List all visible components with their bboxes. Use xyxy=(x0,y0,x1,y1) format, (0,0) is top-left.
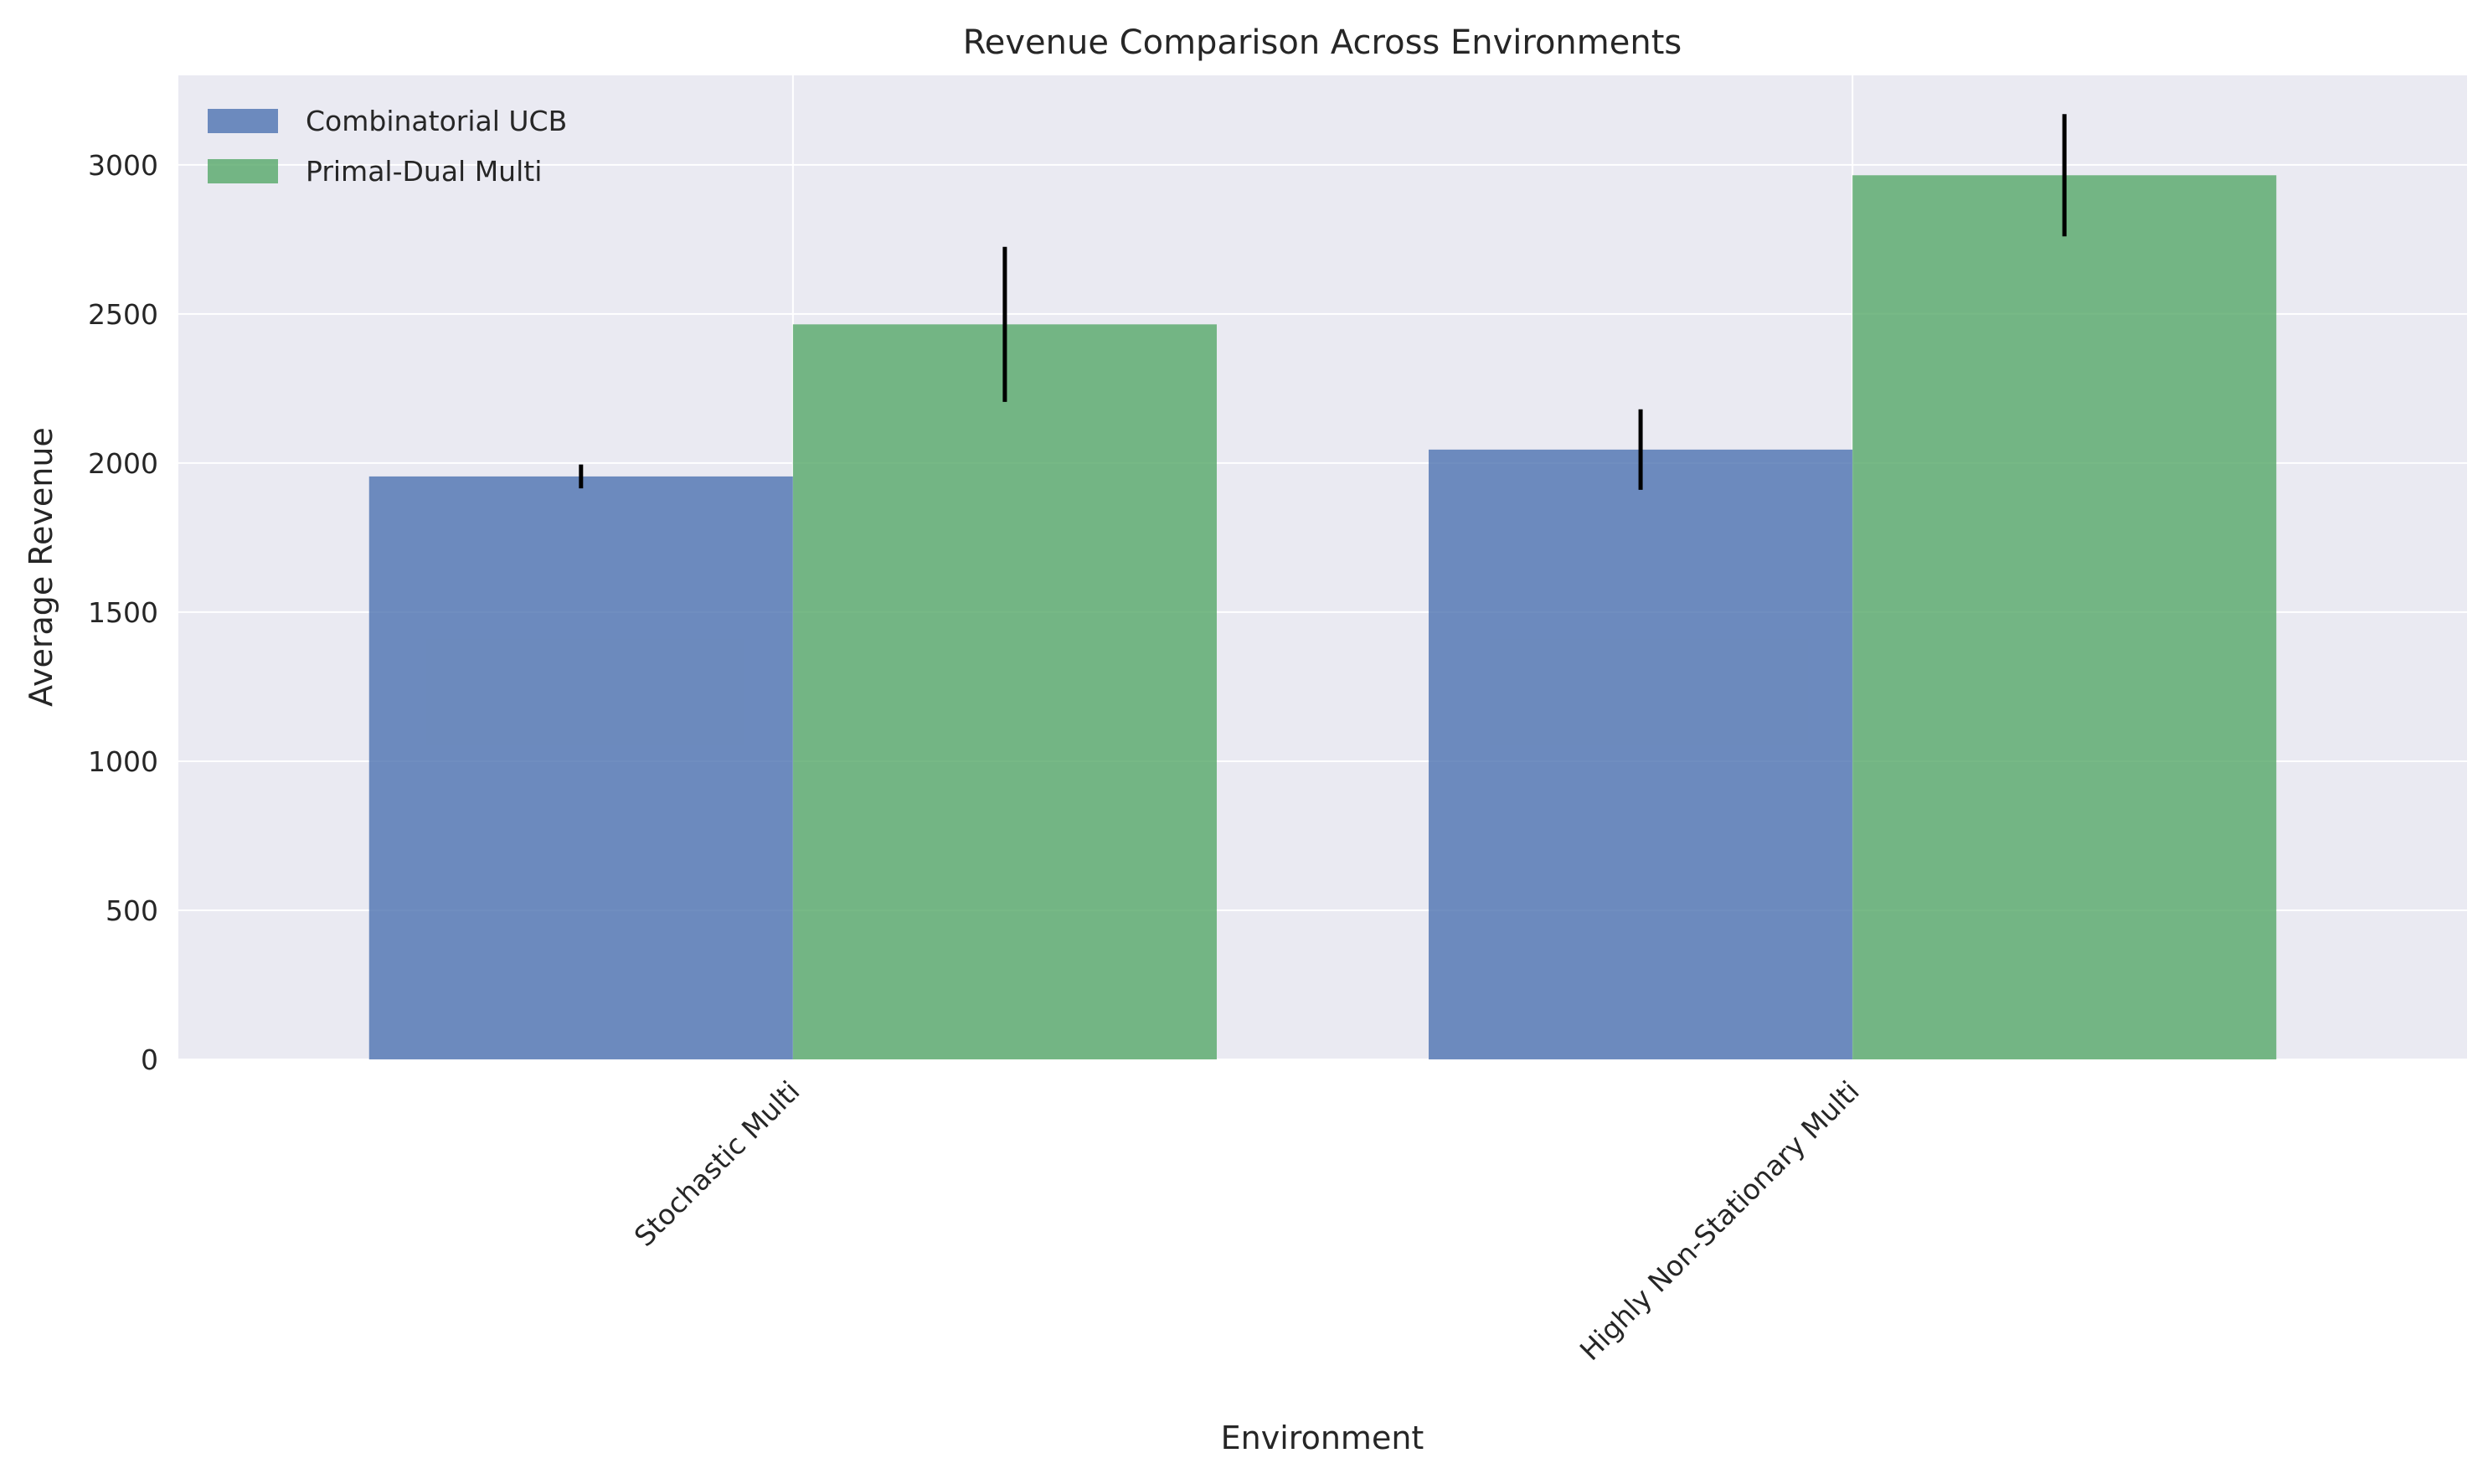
legend-swatch-combinatorial-ucb xyxy=(208,109,278,133)
y-axis-ticks: 0 500 1000 1500 2000 2500 3000 xyxy=(88,149,158,1076)
bar-combinatorial-ucb-0 xyxy=(368,476,793,1059)
y-tick-label: 500 xyxy=(106,894,158,927)
legend-swatch-primal-dual-multi xyxy=(208,159,278,183)
y-tick-label: 2000 xyxy=(88,447,158,480)
bar-combinatorial-ucb-1 xyxy=(1429,449,1853,1059)
error-bars xyxy=(579,114,2067,490)
y-tick-label: 3000 xyxy=(88,149,158,182)
x-axis-label: Environment xyxy=(1221,1420,1424,1456)
chart-title: Revenue Comparison Across Environments xyxy=(963,23,1682,62)
bar-primal-dual-multi-1 xyxy=(1852,175,2277,1060)
legend: Combinatorial UCB Primal-Dual Multi xyxy=(208,105,567,188)
y-tick-label: 2500 xyxy=(88,298,158,331)
legend-label-primal-dual-multi: Primal-Dual Multi xyxy=(306,155,542,188)
y-tick-label: 0 xyxy=(141,1043,158,1076)
bar-primal-dual-multi-0 xyxy=(792,324,1217,1059)
bars xyxy=(368,175,2277,1060)
y-axis-label: Average Revenue xyxy=(23,427,59,707)
y-tick-label: 1500 xyxy=(88,596,158,629)
y-tick-label: 1000 xyxy=(88,745,158,778)
legend-label-combinatorial-ucb: Combinatorial UCB xyxy=(306,105,567,137)
